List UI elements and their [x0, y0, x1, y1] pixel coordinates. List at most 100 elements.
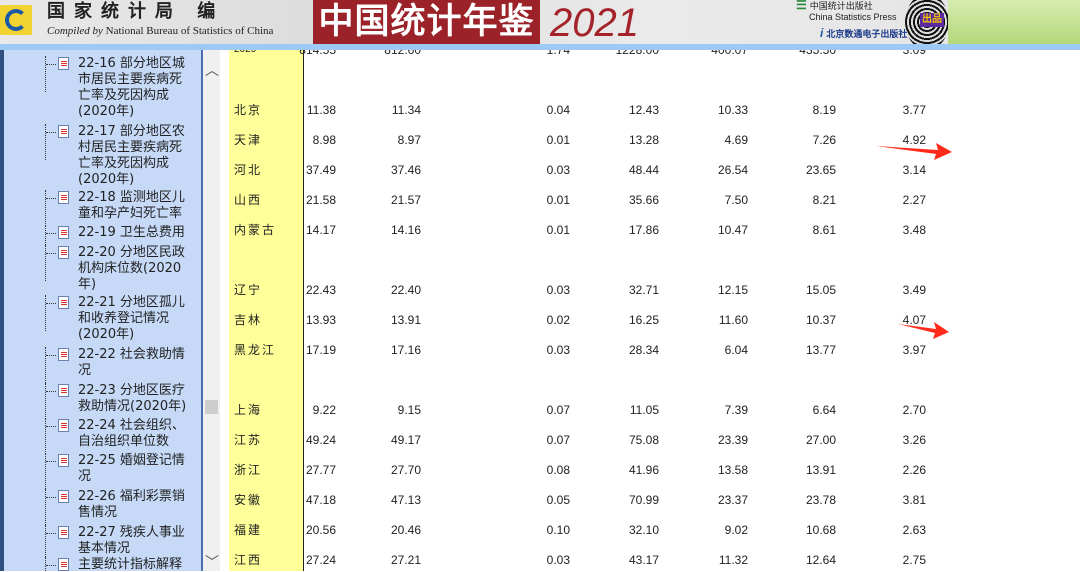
- header-decoration: [948, 0, 1080, 44]
- region-name: 天津: [234, 133, 263, 147]
- label-line: 22-17 部分地区农: [78, 124, 185, 139]
- table-cell: 12.64: [805, 553, 836, 567]
- table-cell: 6.04: [724, 343, 748, 357]
- region-name: 2020: [234, 50, 256, 60]
- label-line: 22-27 残疾人事业: [78, 525, 185, 540]
- table-cell: 3.77: [902, 103, 926, 117]
- yearbook-title: 中国统计年鉴: [313, 0, 540, 44]
- table-row: 北京 11.38 11.34 0.04 12.43 10.33 8.19 3.77: [0, 100, 1080, 120]
- table-cell: 0.01: [546, 223, 570, 237]
- table-cell: 6.64: [812, 403, 836, 417]
- label-line: 22-26 福利彩票销: [78, 489, 185, 504]
- document-icon: [58, 57, 69, 70]
- sidebar-scrollbar[interactable]: ︿ ﹀: [203, 50, 220, 571]
- label-line: 22-18 监测地区儿: [78, 190, 185, 205]
- table-cell: 20.56: [305, 523, 336, 537]
- table-cell: 70.99: [628, 493, 659, 507]
- document-icon: [58, 191, 69, 204]
- label-line: 童和孕产妇死亡率: [78, 206, 183, 221]
- region-name: 北京: [234, 103, 263, 117]
- table-cell: 22.43: [305, 283, 336, 297]
- table-cell: 4.69: [724, 133, 748, 147]
- tree-line: [45, 124, 46, 160]
- table-cell: 9.22: [312, 403, 336, 417]
- tree-branch: [46, 64, 56, 65]
- sidebar-item-label: 22-24 社会组织、 自治组织单位数: [78, 418, 201, 450]
- table-cell: 0.08: [546, 463, 570, 477]
- sidebar-item-label: 22-23 分地区医疗 救助情况(2020年): [78, 383, 201, 415]
- table-cell: 2.26: [902, 463, 926, 477]
- table-row: 天津 8.98 8.97 0.01 13.28 4.69 7.26 4.92: [0, 130, 1080, 150]
- document-icon: [58, 384, 69, 397]
- label-line: (2020年): [78, 327, 135, 342]
- table-cell: 4.92: [902, 133, 926, 147]
- table-cell: 0.01: [546, 193, 570, 207]
- label-line: 22-23 分地区医疗: [78, 383, 185, 398]
- table-cell: 3.09: [902, 43, 926, 57]
- scroll-up-icon[interactable]: ︿: [205, 63, 219, 79]
- label-line: 机构床位数(2020: [78, 261, 182, 276]
- table-cell: 7.26: [812, 133, 836, 147]
- table-cell: 26.54: [717, 163, 748, 177]
- table-cell: 12.43: [628, 103, 659, 117]
- table-cell: 37.46: [390, 163, 421, 177]
- sidebar-item-label: 22-17 部分地区农 村居民主要疾病死 亡率及死因构成 (2020年): [78, 124, 201, 188]
- region-name: 安徽: [234, 493, 263, 507]
- document-icon: [58, 526, 69, 539]
- table-cell: 47.18: [305, 493, 336, 507]
- label-line: 年): [78, 277, 97, 292]
- table-cell: 7.50: [724, 193, 748, 207]
- table-row: 吉林 13.93 13.91 0.02 16.25 11.60 10.37 4.07: [0, 310, 1080, 330]
- table-cell: 14.17: [305, 223, 336, 237]
- table-cell: 10.68: [805, 523, 836, 537]
- sidebar-item-label: 22-26 福利彩票销 售情况: [78, 489, 201, 521]
- label-line: 22-16 部分地区城: [78, 56, 185, 71]
- table-cell: 814.55: [299, 43, 336, 57]
- tree-line: [45, 295, 46, 331]
- tree-branch: [46, 497, 56, 498]
- label-line: (2020年): [78, 172, 135, 187]
- table-cell: 0.03: [546, 553, 570, 567]
- sidebar-tree: 22-16 部分地区城 市居民主要疾病死 亡率及死因构成 (2020年) 22-17 部…: [0, 50, 203, 571]
- table-cell: 0.07: [546, 433, 570, 447]
- table-cell: 11.60: [718, 313, 748, 327]
- document-icon: [58, 419, 69, 432]
- table-cell: 0.05: [546, 493, 570, 507]
- region-name: 浙江: [234, 463, 263, 477]
- table-cell: 8.98: [312, 133, 336, 147]
- sidebar-item-label: 22-20 分地区民政 机构床位数(2020 年): [78, 245, 201, 293]
- table-cell: 23.65: [805, 163, 836, 177]
- region-name: 吉林: [234, 313, 263, 327]
- press-logo-icon: ☰: [796, 0, 807, 12]
- table-row: 内蒙古 14.17 14.16 0.01 17.86 10.47 8.61 3.48: [0, 220, 1080, 240]
- press-name-en: China Statistics Press: [809, 12, 897, 22]
- nbs-logo-icon: [0, 5, 32, 35]
- table-cell: 11.32: [718, 553, 748, 567]
- label-line: 亡率及死因构成: [78, 88, 170, 103]
- region-name: 辽宁: [234, 283, 263, 297]
- table-cell: 21.57: [390, 193, 421, 207]
- tree-line: [45, 383, 46, 419]
- label-line: 自治组织单位数: [78, 434, 170, 449]
- table-row: 浙江 27.77 27.70 0.08 41.96 13.58 13.91 2.26: [0, 460, 1080, 480]
- table-cell: 812.60: [384, 43, 421, 57]
- tree-branch: [46, 391, 56, 392]
- table-cell: 8.97: [397, 133, 421, 147]
- region-name: 河北: [234, 163, 263, 177]
- table-row: 2020 814.55 812.60 1.74 1228.00 400.07 435.50 3…: [0, 43, 1080, 60]
- document-icon: [58, 246, 69, 259]
- label-line: 售情况: [78, 505, 118, 520]
- region-name: 福建: [234, 523, 263, 537]
- publisher-cn: 国家统计局 编: [47, 1, 225, 22]
- table-cell: 3.81: [902, 493, 926, 507]
- tree-line: [45, 557, 46, 571]
- region-name: 山西: [234, 193, 263, 207]
- scroll-down-icon[interactable]: ﹀: [205, 555, 219, 571]
- table-cell: 2.70: [902, 403, 926, 417]
- table-cell: 27.70: [390, 463, 421, 477]
- table-cell: 0.01: [546, 133, 570, 147]
- label-line: 基本情况: [78, 541, 131, 556]
- region-name: 江西: [234, 553, 263, 567]
- scroll-thumb[interactable]: [205, 400, 218, 414]
- label-line: 救助情况(2020年): [78, 399, 187, 414]
